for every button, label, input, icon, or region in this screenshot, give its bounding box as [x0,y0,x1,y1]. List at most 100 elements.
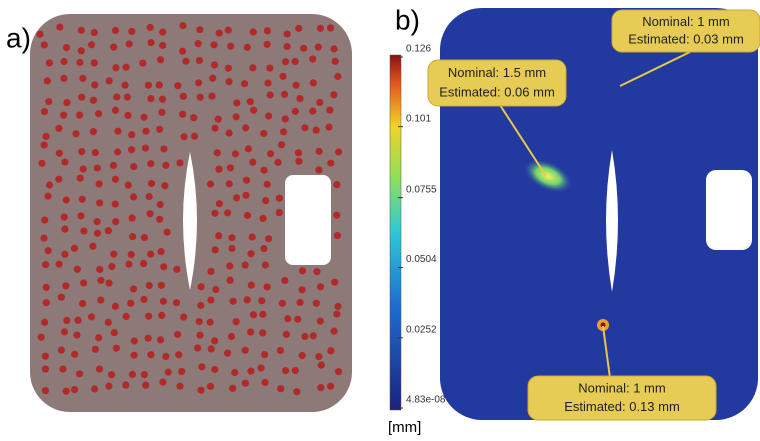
particle-dot [156,56,165,64]
particle-dot [244,145,252,153]
particle-dot [334,148,343,156]
particle-dot [316,98,324,107]
particle-dot [140,113,148,121]
particle-dot [232,318,240,326]
particle-dot [215,200,224,208]
particle-dot [249,106,258,114]
particle-dot [129,285,138,293]
particle-dot [111,26,120,35]
particle-dot [76,58,84,67]
particle-dot [55,260,63,268]
particle-dot [140,371,148,379]
particle-dot [326,106,334,114]
particle-dot [96,265,104,274]
particle-dot [194,40,202,48]
particle-dot [157,336,165,344]
particle-dot [95,334,103,342]
particle-dot [105,279,113,287]
particle-dot [62,387,70,395]
particle-dot [42,132,50,141]
particle-dot [145,192,153,201]
particle-dot [144,81,152,89]
particle-dot [298,286,306,294]
particle-dot [156,215,164,223]
particle-dot [309,79,317,87]
particle-dot [112,218,120,226]
colorbar-tick-label: 0.101 [406,113,431,124]
particle-dot [247,328,255,336]
particle-dot [147,351,155,359]
particle-dot [211,209,219,217]
particle-dot [231,150,240,158]
particle-dot [36,30,44,38]
particle-dot [259,310,267,318]
particle-dot [261,378,269,387]
particle-dot [38,159,46,167]
particle-dot [76,111,84,119]
particle-dot [127,299,135,307]
particle-dot [265,235,273,243]
slit-hole [183,152,197,290]
particle-dot [159,297,168,305]
particle-dot [224,26,232,34]
particle-dot [225,129,233,137]
particle-dot [122,312,130,320]
particle-dot [276,346,285,355]
particle-dot [210,61,219,69]
particle-dot [179,47,187,55]
particle-dot [263,27,272,35]
particle-dot [90,59,98,67]
particle-dot [141,144,150,152]
particle-dot [147,250,155,258]
particle-dot [130,351,138,359]
particle-dot [110,328,118,337]
particle-dot [227,42,235,50]
particle-dot [145,312,153,320]
particle-dot [232,194,241,202]
particle-dot [140,295,148,304]
particle-dot [241,346,249,354]
particle-dot [62,282,70,290]
particle-dot [264,79,272,87]
particle-dot [55,175,63,183]
particle-dot [194,344,202,352]
particle-dot [97,296,105,304]
particle-dot [195,56,203,65]
particle-dot [87,41,96,49]
particle-dot [57,346,65,354]
particle-dot [206,318,214,326]
particle-dot [111,302,120,310]
particle-dot [327,347,335,355]
particle-dot [317,383,325,392]
particle-dot [160,263,168,271]
particle-dot [173,330,182,339]
particle-dot [292,81,300,89]
particle-dot [330,91,338,99]
particle-dot [261,261,269,269]
particle-dot [275,194,284,202]
annotation-text: Estimated: 0.13 mm [564,399,680,414]
particle-dot [73,331,81,339]
particle-dot [146,210,154,218]
particle-dot [281,276,289,285]
particle-dot [73,265,81,273]
particle-dot [121,81,129,89]
particle-dot [162,161,170,169]
particle-dot [146,23,154,32]
particle-dot [40,234,48,242]
particle-dot [327,159,335,167]
particle-dot [174,82,182,90]
particle-dot [122,381,130,389]
particle-dot [63,316,71,325]
particle-dot [232,113,240,121]
particle-dot [159,28,167,36]
particle-dot [331,278,339,286]
particle-dot [180,313,188,321]
particle-dot [111,106,120,114]
particle-dot [89,127,98,136]
particle-dot [110,43,118,51]
particle-dot [78,93,86,101]
particle-dot [45,98,53,106]
particle-dot [334,368,343,376]
annotation-text: Nominal: 1 mm [578,381,665,396]
